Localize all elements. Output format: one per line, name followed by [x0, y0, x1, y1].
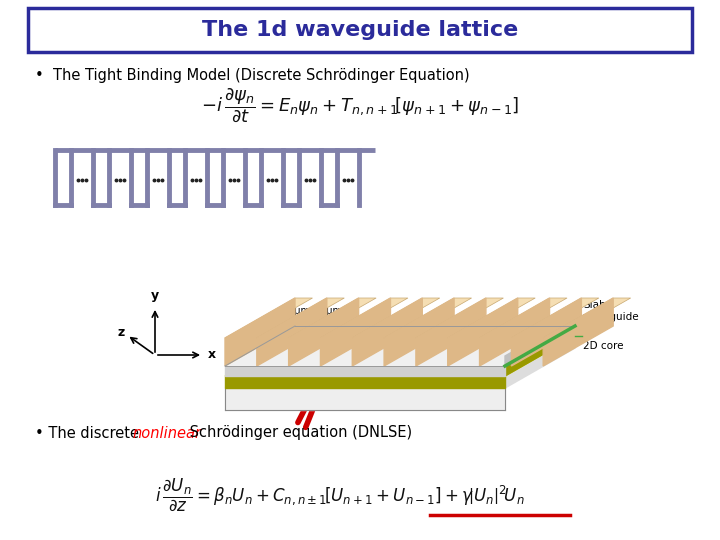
Polygon shape — [289, 298, 359, 366]
Text: • The discrete: • The discrete — [35, 426, 143, 441]
Text: x: x — [208, 348, 216, 361]
Polygon shape — [225, 326, 575, 366]
Polygon shape — [543, 298, 631, 338]
Polygon shape — [505, 324, 575, 376]
Polygon shape — [505, 326, 575, 388]
Polygon shape — [480, 298, 567, 338]
Text: $-i\,\dfrac{\partial\psi_n}{\partial t} = E_n\psi_n + T_{n,n+1}\!\left[\psi_{n+1: $-i\,\dfrac{\partial\psi_n}{\partial t} … — [201, 86, 519, 124]
Polygon shape — [511, 298, 581, 366]
Text: The 1d waveguide lattice: The 1d waveguide lattice — [202, 20, 518, 40]
Polygon shape — [225, 348, 575, 388]
Polygon shape — [320, 298, 408, 338]
Polygon shape — [225, 376, 505, 388]
Polygon shape — [352, 298, 422, 366]
Polygon shape — [416, 298, 486, 366]
Polygon shape — [416, 298, 503, 338]
Polygon shape — [225, 298, 295, 366]
Polygon shape — [225, 336, 575, 376]
Text: 8 µm: 8 µm — [317, 306, 342, 316]
Text: 4 µm: 4 µm — [285, 306, 310, 316]
Polygon shape — [505, 316, 575, 366]
Text: 2D core: 2D core — [583, 341, 624, 351]
Polygon shape — [511, 298, 599, 338]
Polygon shape — [384, 298, 472, 338]
Text: nonlinear: nonlinear — [132, 426, 201, 441]
Polygon shape — [352, 298, 440, 338]
Polygon shape — [543, 298, 613, 366]
Polygon shape — [289, 298, 376, 338]
Polygon shape — [257, 298, 344, 338]
Text: Schrödinger equation (DNLSE): Schrödinger equation (DNLSE) — [185, 426, 412, 441]
Polygon shape — [448, 298, 535, 338]
Polygon shape — [384, 298, 454, 366]
Polygon shape — [257, 298, 327, 366]
FancyBboxPatch shape — [28, 8, 692, 52]
Text: Slab
waveguide: Slab waveguide — [583, 300, 639, 322]
Text: z: z — [117, 326, 125, 339]
Polygon shape — [320, 298, 390, 366]
Polygon shape — [225, 298, 312, 338]
Polygon shape — [448, 298, 518, 366]
Text: •  The Tight Binding Model (Discrete Schrödinger Equation): • The Tight Binding Model (Discrete Schr… — [35, 68, 469, 83]
Polygon shape — [225, 388, 505, 410]
Text: y: y — [151, 289, 159, 302]
Polygon shape — [225, 366, 505, 376]
Polygon shape — [480, 298, 549, 366]
Text: $i\,\dfrac{\partial U_n}{\partial z} = \beta_n U_n + C_{n,n\pm1}\!\left[U_{n+1}+: $i\,\dfrac{\partial U_n}{\partial z} = \… — [155, 477, 525, 513]
